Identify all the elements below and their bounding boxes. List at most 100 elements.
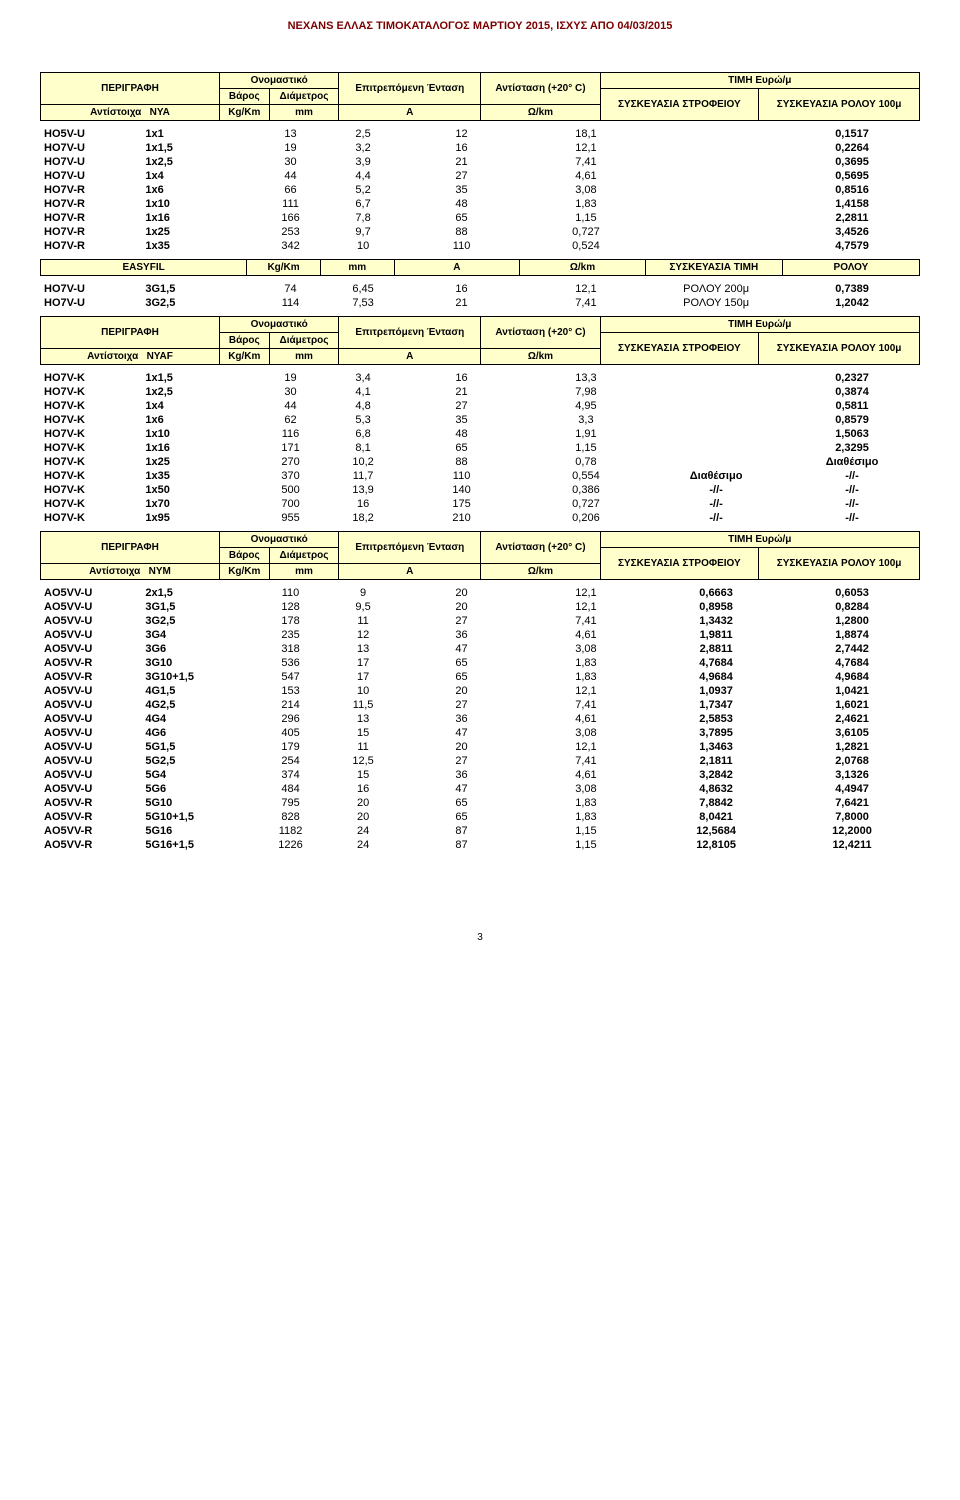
table-row: HO7V-R1x161667,8651,152,2811 <box>40 211 920 225</box>
cell: 1x50 <box>141 483 254 497</box>
cell: 65 <box>399 796 523 810</box>
header-table-nyaf: ΠΕΡΙΓΡΑΦΗ Ονομαστικό Επιτρεπόμενη Ένταση… <box>40 316 920 365</box>
cell: 0,524 <box>524 239 648 253</box>
cell: ΡΟΛΟΥ 200μ <box>648 282 784 296</box>
cell: 5G2,5 <box>141 754 254 768</box>
cell: 4G1,5 <box>141 684 254 698</box>
table-row: AO5VV-U4G2,521411,5277,411,73471,6021 <box>40 698 920 712</box>
easyfil-header: EASYFIL Kg/Km mm A Ω/km ΣΥΣΚΕΥΑΣΙΑ ΤΙΜΗ … <box>40 259 920 276</box>
cell: HO7V-R <box>40 225 141 239</box>
cell: 11,7 <box>327 469 400 483</box>
table-row: HO7V-U1x4444,4274,610,5695 <box>40 169 920 183</box>
cell: 0,206 <box>524 511 648 525</box>
cell: 4,7579 <box>784 239 920 253</box>
cell: 1x95 <box>141 511 254 525</box>
cell: 3G4 <box>141 628 254 642</box>
table-row: HO7V-U3G2,51147,53217,41ΡΟΛΟΥ 150μ1,2042 <box>40 296 920 310</box>
table-row: HO7V-U1x1,5193,21612,10,2264 <box>40 141 920 155</box>
cell: 3G1,5 <box>141 282 254 296</box>
cell: 3,4 <box>327 371 400 385</box>
cell: 1x1,5 <box>141 371 254 385</box>
table-row: HO7V-K1x5050013,91400,386-//--//- <box>40 483 920 497</box>
hdr-diameter: Διάμετρος <box>269 333 339 349</box>
easyfil-label: EASYFIL <box>41 260 247 276</box>
table-row: AO5VV-U5G648416473,084,86324,4947 <box>40 782 920 796</box>
header-table-nya: ΠΕΡΙΓΡΑΦΗ Ονομαστικό Επιτρεπόμενη Ένταση… <box>40 72 920 121</box>
cell: 5G10+1,5 <box>141 810 254 824</box>
cell: 44 <box>254 169 327 183</box>
cell: 1x2,5 <box>141 155 254 169</box>
hdr-current: Επιτρεπόμενη Ένταση <box>339 532 481 564</box>
cell: 13,9 <box>327 483 400 497</box>
cell: 11 <box>327 614 400 628</box>
hdr-nominal: Ονομαστικό <box>220 532 339 548</box>
cell: 1x6 <box>141 413 254 427</box>
hdr-ohm: Ω/km <box>481 564 600 580</box>
cell: 1,2800 <box>784 614 920 628</box>
cell: AO5VV-R <box>40 670 141 684</box>
table-row: HO7V-K1x70700161750,727-//--//- <box>40 497 920 511</box>
cell <box>648 183 784 197</box>
cell: 700 <box>254 497 327 511</box>
cell: 16 <box>399 282 523 296</box>
table-row: AO5VV-R5G16118224871,1512,568412,2000 <box>40 824 920 838</box>
cell: 16 <box>399 371 523 385</box>
cell <box>648 413 784 427</box>
cell: 27 <box>399 399 523 413</box>
cell: 116 <box>254 427 327 441</box>
cell: 3,08 <box>524 726 648 740</box>
cell: 140 <box>399 483 523 497</box>
cell: 7,41 <box>524 155 648 169</box>
cell: HO7V-R <box>40 211 141 225</box>
hdr-desc: ΠΕΡΙΓΡΑΦΗ <box>41 73 220 105</box>
cell: 1x2,5 <box>141 385 254 399</box>
cell: 21 <box>399 155 523 169</box>
cell: 210 <box>399 511 523 525</box>
cell: 1,2042 <box>784 296 920 310</box>
cell: AO5VV-U <box>40 754 141 768</box>
cell <box>648 399 784 413</box>
cell: 3G10 <box>141 656 254 670</box>
cell: 7,41 <box>524 698 648 712</box>
hdr-a: A <box>339 564 481 580</box>
cell: 2,5853 <box>648 712 784 726</box>
cell: 3G2,5 <box>141 296 254 310</box>
cell: 1x6 <box>141 183 254 197</box>
cell: 65 <box>399 656 523 670</box>
cell: HO7V-K <box>40 483 141 497</box>
cell: 8,1 <box>327 441 400 455</box>
cell: 5G1,5 <box>141 740 254 754</box>
cell: AO5VV-U <box>40 684 141 698</box>
hdr-pack1: ΣΥΣΚΕΥΑΣΙΑ ΣΤΡΟΦΕΙΟΥ <box>600 333 759 365</box>
cell: 1,91 <box>524 427 648 441</box>
cell: 7,41 <box>524 296 648 310</box>
cell: -//- <box>648 511 784 525</box>
cell: AO5VV-U <box>40 768 141 782</box>
cell: 30 <box>254 385 327 399</box>
cell: 0,727 <box>524 497 648 511</box>
cell: 12 <box>399 127 523 141</box>
cell: 47 <box>399 726 523 740</box>
cell: 6,7 <box>327 197 400 211</box>
cell: AO5VV-R <box>40 810 141 824</box>
easyfil-h2: mm <box>320 260 394 276</box>
hdr-mm: mm <box>269 349 339 365</box>
table-row: AO5VV-R5G10+1,582820651,838,04217,8000 <box>40 810 920 824</box>
cell: 12,5 <box>327 754 400 768</box>
cell: 12,5684 <box>648 824 784 838</box>
cell: -//- <box>784 483 920 497</box>
cell: 65 <box>399 810 523 824</box>
cell: 4,1 <box>327 385 400 399</box>
cell <box>648 371 784 385</box>
hdr-ohm: Ω/km <box>481 349 600 365</box>
cell: 5G16 <box>141 824 254 838</box>
table-row: HO7V-U1x2,5303,9217,410,3695 <box>40 155 920 169</box>
cell: 0,727 <box>524 225 648 239</box>
table-row: HO7V-K1x3537011,71100,554Διαθέσιμο-//- <box>40 469 920 483</box>
cell: 12,1 <box>524 600 648 614</box>
cell: 5,2 <box>327 183 400 197</box>
cell: 1,8874 <box>784 628 920 642</box>
table-row: AO5VV-U5G1,5179112012,11,34631,2821 <box>40 740 920 754</box>
cell: 2,4621 <box>784 712 920 726</box>
table-row: HO7V-K1x9595518,22100,206-//--//- <box>40 511 920 525</box>
